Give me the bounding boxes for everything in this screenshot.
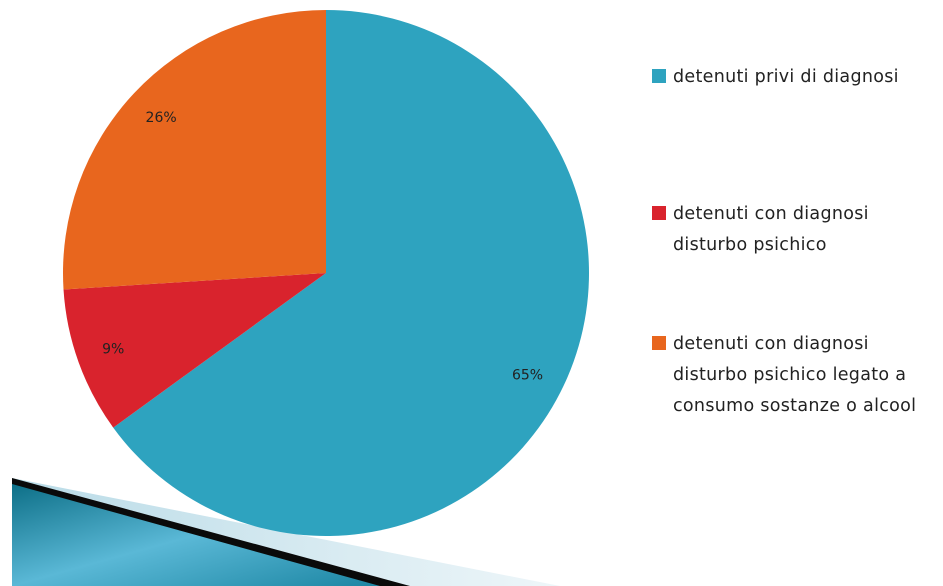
legend-entry: detenuti privi di diagnosi <box>652 62 938 93</box>
legend-swatch <box>652 336 666 350</box>
pie: 65% 9% 26% <box>62 10 590 536</box>
legend-swatch <box>652 206 666 220</box>
data-label: 26% <box>146 110 177 126</box>
legend-entry: detenuti con diagnosi disturbo psichico <box>652 199 938 261</box>
legend-swatch <box>652 69 666 83</box>
data-label: 65% <box>512 368 543 384</box>
pie-slice <box>63 273 326 428</box>
legend-label: detenuti privi di diagnosi <box>673 67 899 87</box>
legend-label: detenuti con diagnosi disturbo psichico … <box>673 334 917 416</box>
pie-slice <box>62 10 326 290</box>
pie-slice <box>113 10 590 536</box>
legend-entry: detenuti con diagnosi disturbo psichico … <box>652 329 938 422</box>
data-label: 9% <box>102 342 124 358</box>
legend-label: detenuti con diagnosi disturbo psichico <box>673 204 869 255</box>
